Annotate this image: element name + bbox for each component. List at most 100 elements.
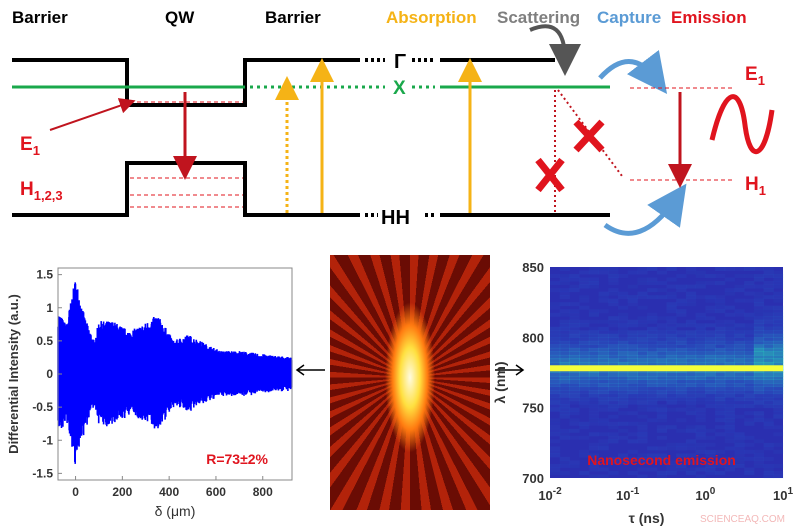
heatmap-cell <box>608 414 619 419</box>
heatmap-cell <box>734 439 745 444</box>
heatmap-cell <box>744 400 755 405</box>
heatmap-cell <box>617 421 629 426</box>
heatmap-cell <box>637 467 648 472</box>
heatmap-cell <box>724 361 735 366</box>
heatmap-cell <box>763 470 774 475</box>
heatmap-cell <box>705 316 716 321</box>
heatmap-cell <box>617 379 629 384</box>
heatmap-cell <box>559 432 570 437</box>
heatmap-cell <box>598 319 609 324</box>
heatmap-cell <box>666 316 677 321</box>
heatmap-cell <box>550 330 561 335</box>
heatmap-cell <box>588 400 600 405</box>
heatmap-cell <box>569 407 580 412</box>
heatmap-cell <box>734 463 745 468</box>
heatmap-cell <box>685 390 697 395</box>
heatmap-cell <box>734 358 745 363</box>
heatmap-cell <box>647 281 658 286</box>
heatmap-cell <box>773 281 784 286</box>
heatmap-cell <box>685 400 697 405</box>
heatmap-cell <box>724 347 735 352</box>
heatmap-cell <box>695 323 706 328</box>
heatmap-cell <box>588 319 600 324</box>
heatmap-cell <box>550 305 561 310</box>
heatmap-cell <box>773 407 784 412</box>
heatmap-cell <box>608 470 619 475</box>
heatmap-cell <box>734 323 745 328</box>
heatmap-cell <box>773 442 784 447</box>
heatmap-cell <box>744 312 755 317</box>
heatmap-cell <box>724 344 735 349</box>
heatmap-cell <box>627 323 638 328</box>
heatmap-cell <box>550 439 561 444</box>
heatmap-cell <box>724 460 735 465</box>
x-axis-label: τ (ns) <box>629 510 665 526</box>
heatmap-cell <box>715 281 726 286</box>
heatmap-cell <box>705 298 716 303</box>
x-tick-label: 100 <box>695 486 715 503</box>
heatmap-cell <box>550 400 561 405</box>
heatmap-cell <box>627 270 638 275</box>
heatmap-cell <box>617 291 629 296</box>
y-tick-label: 0.5 <box>36 334 53 348</box>
heatmap-cell <box>695 432 706 437</box>
heatmap-cell <box>559 309 570 314</box>
heatmap-cell <box>685 460 697 465</box>
heatmap-cell <box>676 344 687 349</box>
heatmap-cell <box>773 291 784 296</box>
heatmap-cell <box>627 383 638 388</box>
heatmap-cell <box>715 326 726 331</box>
heatmap-cell <box>705 453 716 458</box>
heatmap-cell <box>647 407 658 412</box>
heatmap-cell <box>695 326 706 331</box>
heatmap-cell <box>734 442 745 447</box>
heatmap-cell <box>753 274 765 279</box>
heatmap-cell <box>569 379 580 384</box>
heatmap-cell <box>588 340 600 345</box>
heatmap-cell <box>608 379 619 384</box>
heatmap-cell <box>763 305 774 310</box>
heatmap-cell <box>695 281 706 286</box>
heatmap-cell <box>666 323 677 328</box>
heatmap-cell <box>627 390 638 395</box>
heatmap-cell <box>753 354 765 359</box>
capture-arrow-top <box>598 49 668 94</box>
heatmap-cell <box>666 393 677 398</box>
heatmap-cell <box>588 390 600 395</box>
heatmap-cell <box>773 390 784 395</box>
heatmap-cell <box>569 274 580 279</box>
heatmap-cell <box>685 439 697 444</box>
heatmap-cell <box>598 474 609 479</box>
heatmap-cell <box>763 383 774 388</box>
heatmap-cell <box>724 358 735 363</box>
heatmap-cell <box>588 393 600 398</box>
heatmap-cell <box>617 460 629 465</box>
heatmap-cell <box>579 347 590 352</box>
heatmap-cell <box>617 326 629 331</box>
heatmap-cell <box>608 330 619 335</box>
heatmap-cell <box>763 474 774 479</box>
heatmap-cell <box>598 376 609 381</box>
heatmap-cell <box>656 281 667 286</box>
heatmap-cell <box>666 467 677 472</box>
label-emission: Emission <box>671 8 747 27</box>
heatmap-cell <box>550 446 561 451</box>
heatmap-cell <box>617 376 629 381</box>
heatmap-cell <box>627 330 638 335</box>
heatmap-cell <box>569 319 580 324</box>
heatmap-cell <box>550 354 561 359</box>
heatmap-cell <box>569 463 580 468</box>
heatmap-cell <box>715 351 726 356</box>
heatmap-cell <box>647 354 658 359</box>
heatmap-cell <box>695 397 706 402</box>
heatmap-cell <box>647 347 658 352</box>
heatmap-cell <box>705 467 716 472</box>
heatmap-cell <box>569 397 580 402</box>
heatmap-cell <box>753 449 765 454</box>
heatmap-cell <box>676 442 687 447</box>
heatmap-cell <box>724 425 735 430</box>
heatmap-cell <box>550 326 561 331</box>
heatmap-cell <box>773 432 784 437</box>
heatmap-cell <box>734 274 745 279</box>
heatmap-cell <box>637 397 648 402</box>
